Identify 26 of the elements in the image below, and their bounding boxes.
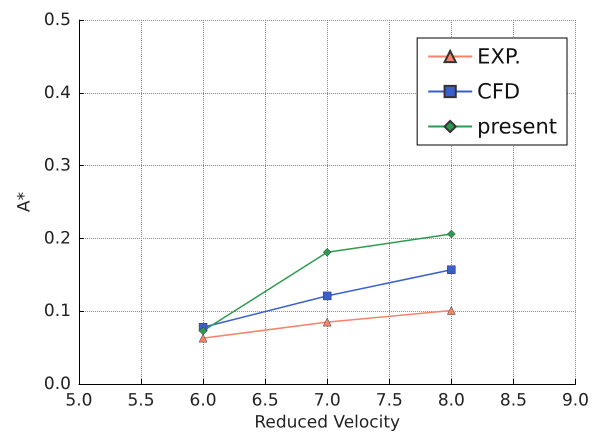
legend-label: CFD xyxy=(477,80,520,104)
legend-label: EXP. xyxy=(477,44,521,68)
point xyxy=(322,318,332,326)
point xyxy=(322,248,332,256)
legend-label: present xyxy=(477,114,557,138)
point xyxy=(447,306,456,315)
point xyxy=(447,265,456,274)
y-tick-label: 0.5 xyxy=(44,10,71,30)
y-tick-label: 0.4 xyxy=(44,82,71,103)
point xyxy=(198,334,208,342)
x-axis-title: Reduced Velocity xyxy=(254,412,400,432)
x-tick-label: 6.5 xyxy=(252,390,279,410)
y-axis-title: A* xyxy=(14,192,34,212)
point xyxy=(447,230,456,238)
point xyxy=(198,326,208,336)
x-tick-label: 6.0 xyxy=(190,390,217,410)
y-tick-label: 0.3 xyxy=(44,156,71,176)
y-tick-label: 0.2 xyxy=(44,228,71,248)
x-tick-label: 7.5 xyxy=(376,390,403,410)
x-tick-label: 7.0 xyxy=(314,390,341,410)
y-tick-label: 0.1 xyxy=(44,301,71,322)
x-tick-label: 8.5 xyxy=(500,390,527,410)
x-tick-label: 8.0 xyxy=(438,390,465,410)
x-tick-label: 9.0 xyxy=(562,390,590,410)
x-tick-label: 5.5 xyxy=(127,390,155,410)
point xyxy=(322,292,332,300)
